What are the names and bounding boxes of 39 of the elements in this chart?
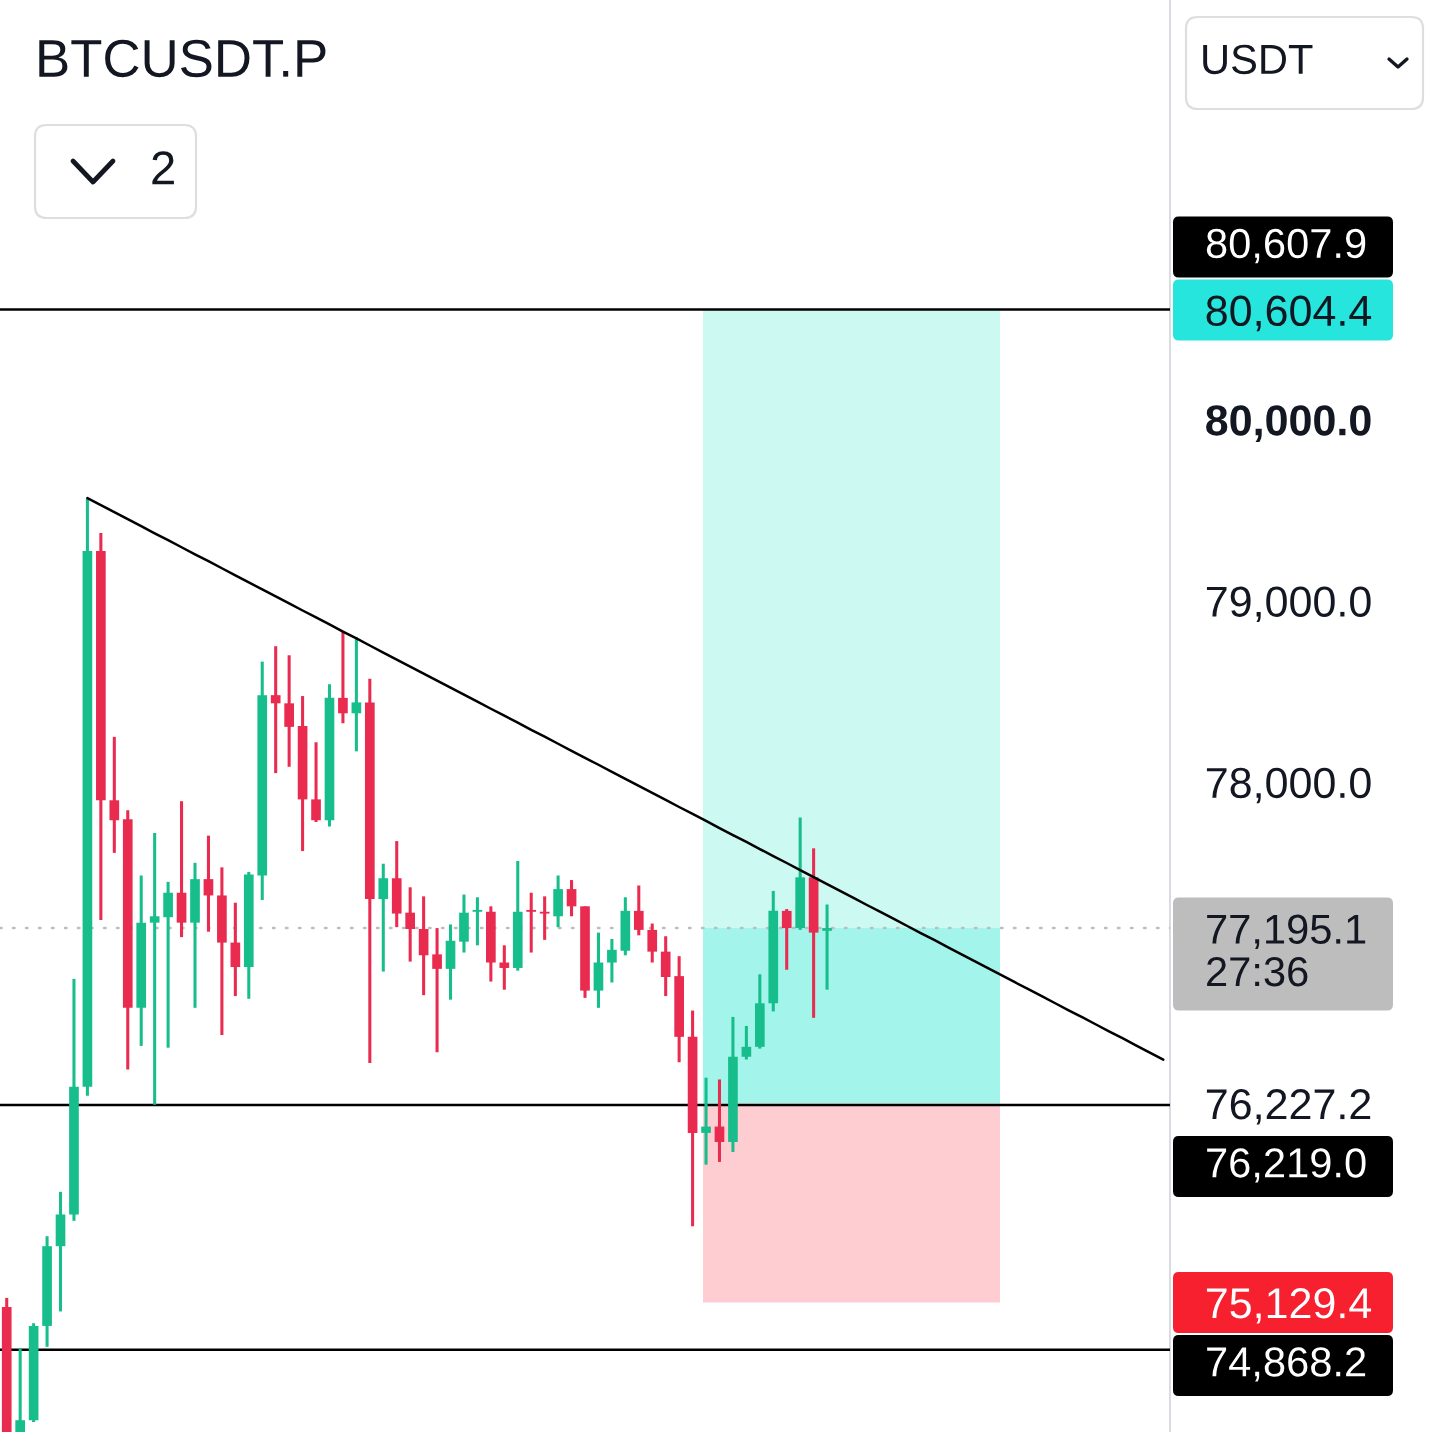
- text: USDT: [1203, 44, 1313, 75]
- candlestick: [741, 1024, 752, 1060]
- candlestick: [647, 923, 658, 963]
- candlestick: [781, 909, 792, 970]
- y-tick-label: 75,129.4: [1206, 1288, 1372, 1324]
- candlestick: [284, 655, 294, 767]
- y-tick-label: 78,000.0: [1206, 767, 1371, 804]
- candlestick: [566, 880, 577, 917]
- candlestick: [405, 887, 416, 962]
- candlestick: [15, 1348, 26, 1432]
- candlestick: [472, 897, 483, 946]
- candlestick: [149, 832, 160, 1105]
- y-tick-label: 80,000.0: [1206, 405, 1371, 442]
- candlestick: [499, 945, 510, 990]
- ref-line-label: 80,607.9: [1206, 228, 1366, 264]
- candlestick: [270, 646, 281, 775]
- candlestick: [351, 637, 362, 752]
- candlestick: [109, 735, 120, 853]
- candlestick: [633, 885, 644, 936]
- candlestick: [539, 896, 550, 940]
- candlestick: [701, 1077, 711, 1165]
- candlestick: [378, 863, 389, 972]
- candlestick: [607, 937, 617, 983]
- line-series: [86, 496, 1165, 1061]
- candlestick: [203, 835, 214, 932]
- y-tick-label: 80,604.4: [1206, 295, 1372, 332]
- candlestick: [338, 631, 348, 724]
- y-tick-label: 76,227.2: [1206, 1089, 1371, 1125]
- candlestick: [526, 892, 537, 953]
- candlestick: [822, 904, 832, 990]
- y-tick-label: 79,000.0: [1206, 586, 1371, 623]
- ref-line-label: 77,195.1 27:36: [1207, 914, 1366, 987]
- candlestick: [432, 928, 442, 1053]
- candlestick: [714, 1079, 725, 1162]
- candlestick: [311, 742, 321, 824]
- ref-line-label: 74,868.2: [1207, 1347, 1366, 1382]
- text: BTCUSDT.P: [39, 39, 326, 78]
- annotation: 2: [152, 151, 174, 185]
- ref-line-label: 76,219.0: [1207, 1148, 1366, 1183]
